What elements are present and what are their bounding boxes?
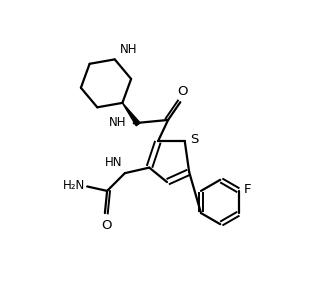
Text: S: S <box>190 133 199 146</box>
Polygon shape <box>122 103 140 126</box>
Text: H₂N: H₂N <box>63 179 85 192</box>
Text: NH: NH <box>109 116 126 129</box>
Text: HN: HN <box>105 156 123 169</box>
Text: NH: NH <box>120 43 138 56</box>
Text: O: O <box>101 219 111 232</box>
Text: F: F <box>244 183 251 196</box>
Text: O: O <box>177 85 187 98</box>
